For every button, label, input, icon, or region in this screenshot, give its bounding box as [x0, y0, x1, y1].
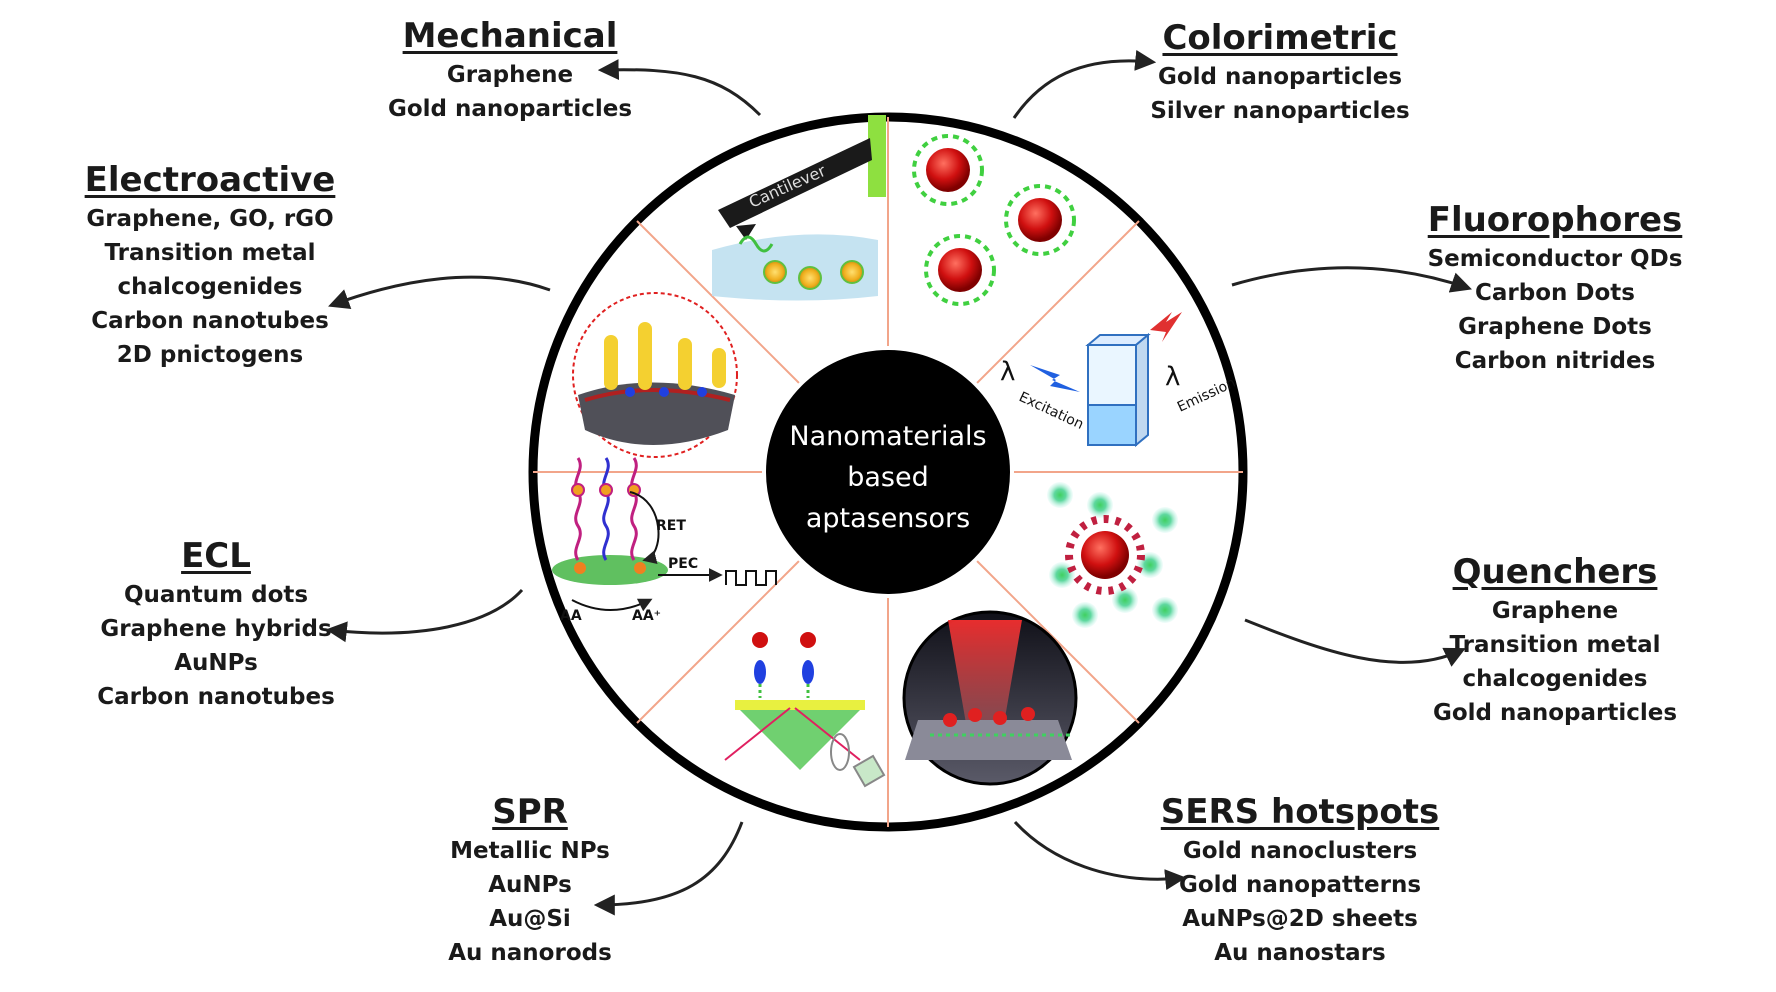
arrow-spr — [593, 821, 744, 916]
category-item: Graphene, GO, rGO — [86, 206, 334, 232]
lambda-excitation: λ — [1000, 357, 1015, 387]
category-fluorophores: Fluorophores Semiconductor QDs Carbon Do… — [1400, 198, 1710, 378]
category-item: Gold nanopatterns — [1178, 872, 1422, 898]
arrow-fluorophores — [1231, 266, 1472, 293]
category-title: Electroactive — [84, 160, 336, 200]
category-item: Gold nanoparticles — [387, 96, 633, 122]
category-title: Fluorophores — [1427, 200, 1683, 240]
category-item: chalcogenides — [1462, 666, 1648, 692]
category-item: Gold nanoparticles — [1157, 64, 1403, 90]
category-item: Quantum dots — [123, 582, 309, 608]
center-title-line3: aptasensors — [806, 503, 970, 534]
illustration-gold-nanoparticles — [912, 134, 1076, 306]
arrow-sers — [1013, 820, 1187, 891]
category-item: Carbon nitrides — [1454, 348, 1656, 374]
category-sers: SERS hotspots Gold nanoclusters Gold nan… — [1150, 790, 1450, 970]
category-title: Mechanical — [402, 16, 618, 56]
category-item: AuNPs@2D sheets — [1182, 906, 1418, 932]
center-hub — [762, 346, 1014, 598]
center-title-line2: based — [847, 462, 929, 493]
category-item: Transition metal — [1449, 632, 1661, 658]
category-item: Graphene hybrids — [100, 616, 332, 642]
category-colorimetric: Colorimetric Gold nanoparticles Silver n… — [1120, 16, 1440, 128]
category-item: 2D pnictogens — [116, 342, 304, 368]
category-item: Silver nanoparticles — [1150, 98, 1410, 124]
category-title: Colorimetric — [1162, 18, 1398, 58]
category-item: Au@Si — [489, 906, 571, 932]
arrow-quenchers — [1244, 618, 1466, 667]
category-mechanical: Mechanical Graphene Gold nanoparticles — [360, 14, 660, 126]
aa-label: AA — [560, 608, 582, 624]
ret-label: RET — [656, 518, 686, 534]
category-item: Semiconductor QDs — [1427, 246, 1683, 272]
category-title: Quenchers — [1452, 552, 1658, 592]
lambda-emission: λ — [1165, 362, 1180, 392]
category-ecl: ECL Quantum dots Graphene hybrids AuNPs … — [66, 534, 366, 714]
category-item: Graphene Dots — [1458, 314, 1652, 340]
illustration-quenching — [1047, 482, 1178, 628]
category-item: AuNPs — [174, 650, 258, 676]
category-item: Gold nanoclusters — [1182, 838, 1418, 864]
connector-arrows — [325, 49, 1472, 916]
category-item: Carbon nanotubes — [91, 308, 329, 334]
category-item: Graphene — [446, 62, 574, 88]
category-title: ECL — [181, 536, 251, 576]
category-item: AuNPs — [488, 872, 572, 898]
category-electroactive: Electroactive Graphene, GO, rGO Transiti… — [60, 158, 360, 372]
pec-label: PEC — [668, 556, 698, 572]
category-title: SPR — [492, 792, 568, 832]
center-title-line1: Nanomaterials — [789, 421, 986, 452]
illustration-spr — [724, 632, 886, 788]
illustration-sers — [902, 610, 1078, 786]
category-spr: SPR Metallic NPs AuNPs Au@Si Au nanorods — [400, 790, 660, 970]
category-title: SERS hotspots — [1160, 792, 1440, 832]
arrow-electroactive — [328, 275, 551, 310]
arrow-mechanical — [597, 59, 762, 117]
sector-dividers — [533, 117, 1243, 827]
category-quenchers: Quenchers Graphene Transition metal chal… — [1400, 550, 1710, 730]
illustration-ecl: RET PEC AA AA⁺ — [552, 457, 777, 624]
category-item: Graphene — [1491, 598, 1619, 624]
arrow-ecl — [325, 588, 524, 643]
category-item: Au nanorods — [448, 940, 612, 966]
arrow-colorimetric — [1012, 49, 1157, 119]
category-item: Transition metal — [104, 240, 316, 266]
category-item: Carbon Dots — [1475, 280, 1635, 306]
illustration-electrode — [572, 292, 738, 458]
category-item: Carbon nanotubes — [97, 684, 335, 710]
category-item: Gold nanoparticles — [1432, 700, 1678, 726]
category-item: Metallic NPs — [450, 838, 610, 864]
aa-plus-label: AA⁺ — [632, 608, 661, 624]
category-item: chalcogenides — [117, 274, 303, 300]
category-item: Au nanostars — [1214, 940, 1386, 966]
